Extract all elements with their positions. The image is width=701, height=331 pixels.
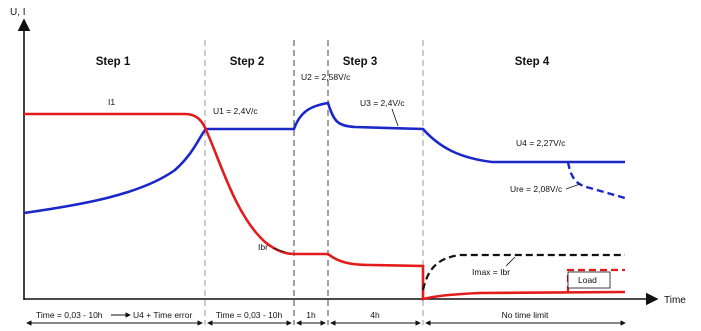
- duration-step4: No time limit: [502, 310, 549, 320]
- label-ibr: Ibr: [258, 242, 268, 252]
- duration-step2: Time = 0,03 - 10h: [216, 310, 283, 320]
- imax-leader: [505, 256, 516, 267]
- duration-step3a: 1h: [306, 310, 316, 320]
- label-u2: U2 = 2,58V/c: [301, 72, 351, 82]
- ure-voltage-curve: [566, 161, 626, 200]
- step-title-1: Step 1: [96, 56, 131, 68]
- current-curve: [24, 112, 626, 301]
- voltage-curve: [23, 101, 625, 215]
- x-axis-label: Time: [664, 295, 686, 306]
- load-box: [567, 271, 611, 289]
- y-axis-label: U, I: [10, 7, 26, 18]
- step-title-4: Step 4: [515, 56, 550, 68]
- label-u3: U3 = 2,4V/c: [360, 98, 405, 108]
- u3-leader: [391, 108, 399, 127]
- label-load: Load: [578, 275, 597, 285]
- ibr-leader: [272, 247, 286, 253]
- label-ure: Ure = 2,08V/c: [510, 184, 563, 194]
- duration-step1: Time = 0,03 - 10h: [36, 310, 103, 320]
- step-title-3: Step 3: [343, 56, 378, 68]
- duration-step3b: 4h: [370, 310, 380, 320]
- imax-curve: [421, 253, 625, 291]
- duration-step1-extra: U4 + Time error: [133, 310, 192, 320]
- label-u4: U4 = 2,27V/c: [516, 138, 566, 148]
- step-title-2: Step 2: [230, 56, 265, 68]
- label-i1: I1: [108, 97, 115, 107]
- ure-leader: [565, 183, 581, 190]
- label-u1: U1 = 2,4V/c: [213, 106, 258, 116]
- load-current-curve: [566, 268, 625, 293]
- label-imax: Imax = Ibr: [472, 267, 510, 277]
